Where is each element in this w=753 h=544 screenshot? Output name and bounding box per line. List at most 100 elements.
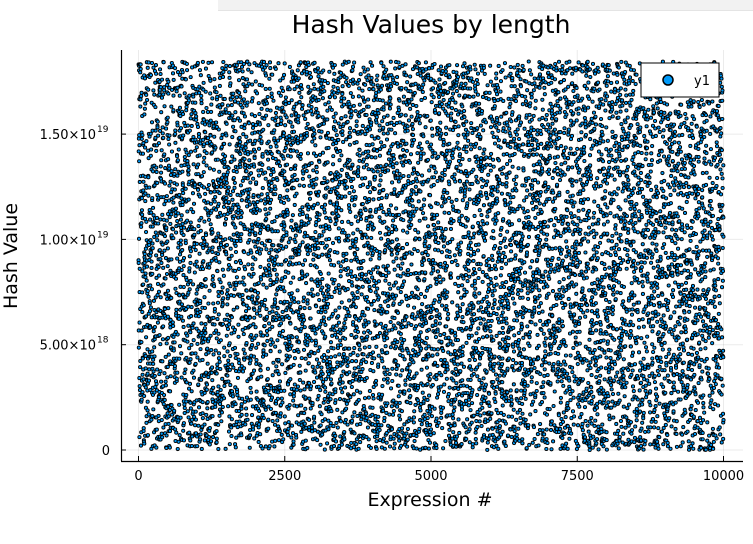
data-point — [151, 88, 156, 93]
data-point — [347, 298, 352, 303]
data-point — [264, 216, 269, 222]
data-point — [202, 219, 207, 224]
data-point — [423, 341, 428, 346]
data-point — [391, 153, 396, 158]
data-point — [347, 206, 352, 211]
data-point — [267, 200, 273, 206]
data-point — [178, 217, 183, 222]
data-point — [391, 301, 396, 306]
data-point — [196, 162, 201, 167]
data-point — [231, 293, 236, 298]
data-point — [266, 123, 271, 128]
data-point — [243, 145, 248, 150]
data-point — [211, 301, 216, 306]
data-point — [142, 441, 147, 446]
data-point — [343, 114, 348, 119]
data-point — [168, 317, 173, 323]
data-point — [331, 424, 336, 429]
data-point — [292, 104, 297, 109]
data-point — [165, 314, 170, 319]
data-point — [260, 162, 265, 167]
data-point — [395, 339, 400, 345]
data-point — [352, 203, 357, 208]
data-point — [199, 321, 204, 326]
data-point — [420, 89, 425, 95]
data-point — [304, 125, 309, 131]
data-point — [328, 171, 333, 176]
data-point — [300, 106, 305, 111]
data-point — [404, 148, 409, 153]
data-point — [217, 83, 222, 89]
data-point — [265, 107, 270, 112]
data-point — [333, 433, 338, 438]
data-point — [366, 437, 371, 442]
data-point — [217, 169, 222, 174]
data-point — [206, 217, 212, 222]
data-point — [362, 99, 367, 104]
data-point — [384, 137, 390, 142]
data-point — [231, 91, 236, 96]
data-point — [371, 369, 376, 374]
data-point — [222, 345, 227, 350]
data-point — [385, 263, 390, 268]
data-point — [350, 359, 355, 364]
data-point — [214, 371, 219, 376]
data-point — [231, 232, 236, 237]
data-point — [414, 324, 419, 329]
data-point — [338, 386, 344, 391]
data-point — [398, 389, 403, 394]
data-point — [333, 439, 339, 444]
data-point — [176, 147, 181, 152]
data-point — [357, 153, 362, 158]
data-point — [188, 330, 193, 335]
data-point — [406, 351, 411, 356]
data-point — [403, 293, 408, 298]
data-point — [362, 330, 367, 335]
data-point — [402, 389, 407, 394]
data-point — [389, 84, 394, 89]
data-point — [230, 189, 236, 194]
data-point — [382, 219, 387, 224]
data-point — [200, 266, 206, 272]
data-point — [422, 277, 427, 282]
data-point — [143, 314, 149, 319]
data-point — [198, 437, 203, 442]
data-point — [282, 224, 287, 229]
data-point — [185, 339, 190, 344]
data-point — [280, 76, 285, 81]
data-point — [180, 112, 186, 117]
data-point — [343, 336, 348, 341]
data-point — [419, 97, 424, 103]
data-point — [309, 161, 314, 166]
data-point — [154, 253, 159, 258]
data-point — [296, 120, 301, 125]
data-point — [272, 136, 277, 141]
data-point — [224, 63, 229, 68]
data-point — [232, 157, 237, 162]
data-point — [364, 411, 369, 416]
data-point — [338, 419, 343, 424]
data-point — [388, 203, 393, 208]
data-point — [319, 81, 324, 86]
data-point — [272, 257, 277, 262]
data-point — [261, 127, 266, 132]
data-point — [364, 415, 369, 421]
data-point — [287, 64, 292, 69]
data-point — [270, 373, 275, 378]
data-point — [313, 340, 319, 345]
data-point — [384, 440, 389, 445]
data-point — [191, 162, 196, 167]
data-point — [191, 368, 196, 373]
data-point — [267, 76, 272, 81]
data-point — [329, 107, 334, 112]
data-point — [411, 420, 416, 425]
data-point — [234, 63, 239, 68]
data-point — [419, 173, 425, 178]
data-point — [136, 345, 141, 350]
data-point — [332, 277, 337, 283]
data-point — [151, 213, 156, 218]
data-point — [141, 188, 146, 193]
data-point — [308, 75, 314, 80]
data-point — [374, 378, 379, 383]
data-point — [305, 213, 310, 218]
